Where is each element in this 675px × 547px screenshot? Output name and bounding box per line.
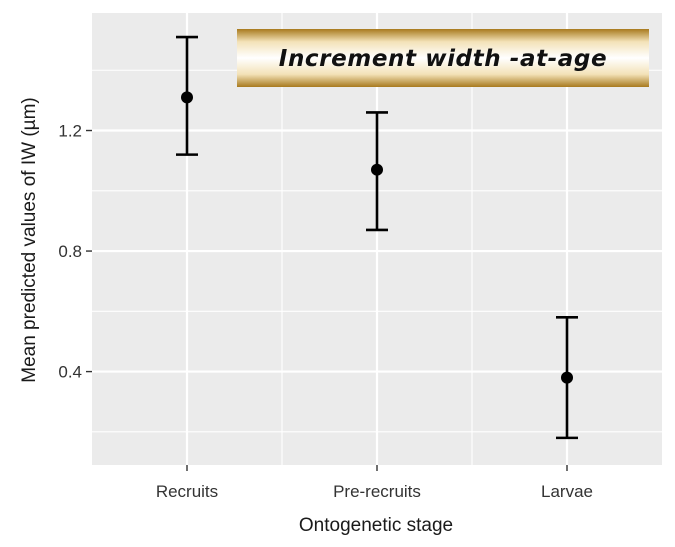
mean-point [181, 91, 193, 104]
title-banner: Increment width -at-age [237, 29, 649, 87]
x-axis-title: Ontogenetic stage [299, 515, 453, 536]
axis-ticks [86, 129, 568, 471]
y-axis-title: Mean predicted values of IW (µm) [19, 97, 40, 383]
x-tick-label: Pre-recruits [333, 482, 421, 501]
y-tick-label: 0.4 [58, 363, 82, 382]
mean-points [181, 91, 573, 384]
y-tick-label: 1.2 [58, 122, 82, 141]
x-tick-label: Larvae [541, 482, 593, 501]
mean-point [371, 163, 383, 176]
x-tick-label: Recruits [156, 482, 218, 501]
x-tick-labels: Recruits Pre-recruits Larvae [156, 482, 593, 501]
y-tick-label: 0.8 [58, 242, 82, 261]
title-banner-background [237, 29, 649, 87]
mean-point [561, 371, 573, 384]
chart-title: Increment width -at-age [279, 46, 607, 72]
y-tick-labels: 0.4 0.8 1.2 [58, 122, 82, 382]
